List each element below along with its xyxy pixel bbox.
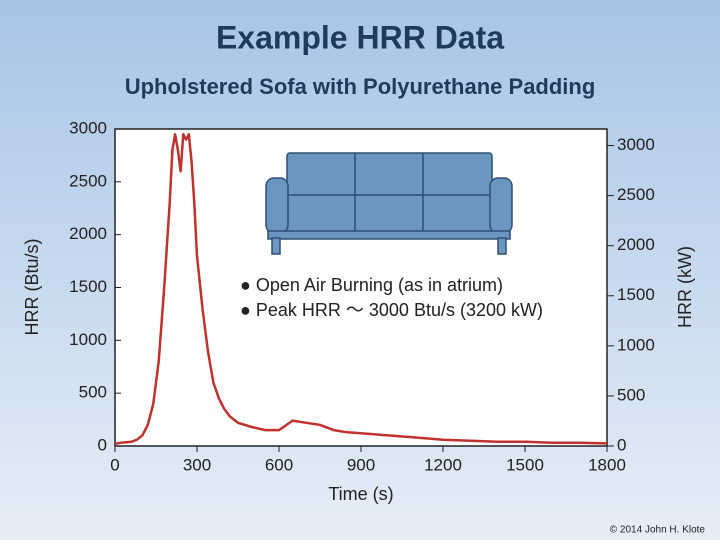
y2-axis-label: HRR (kW) [675, 246, 695, 328]
annotation: ● Open Air Burning (as in atrium) [240, 275, 503, 295]
y-tick-label: 1500 [69, 277, 107, 296]
y2-tick-label: 500 [617, 385, 645, 404]
x-tick-label: 600 [265, 455, 293, 474]
title: Example HRR Data [216, 19, 504, 55]
x-tick-label: 1200 [424, 455, 462, 474]
sofa-icon [265, 152, 513, 255]
x-tick-label: 900 [347, 455, 375, 474]
y2-tick-label: 1500 [617, 285, 655, 304]
y-axis-label: HRR (Btu/s) [22, 238, 42, 335]
y2-tick-label: 2000 [617, 235, 655, 254]
y2-tick-label: 1000 [617, 335, 655, 354]
y2-tick-label: 2500 [617, 185, 655, 204]
annotation: ● Peak HRR ～ 3000 Btu/s (3200 kW) [240, 300, 543, 320]
x-tick-label: 1500 [506, 455, 544, 474]
x-tick-label: 300 [183, 455, 211, 474]
x-axis-label: Time (s) [328, 484, 393, 504]
y-tick-label: 2500 [69, 171, 107, 190]
y-tick-label: 2000 [69, 224, 107, 243]
y-tick-label: 3000 [69, 118, 107, 137]
x-tick-label: 0 [110, 455, 119, 474]
data-line [114, 133, 608, 446]
y-tick-label: 0 [98, 435, 107, 454]
subtitle: Upholstered Sofa with Polyurethane Paddi… [125, 74, 596, 99]
credit: © 2014 John H. Klote [610, 525, 706, 536]
y2-tick-label: 0 [617, 435, 626, 454]
y-tick-label: 1000 [69, 330, 107, 349]
y2-tick-label: 3000 [617, 135, 655, 154]
y-tick-label: 500 [79, 383, 107, 402]
x-tick-label: 1800 [588, 455, 626, 474]
